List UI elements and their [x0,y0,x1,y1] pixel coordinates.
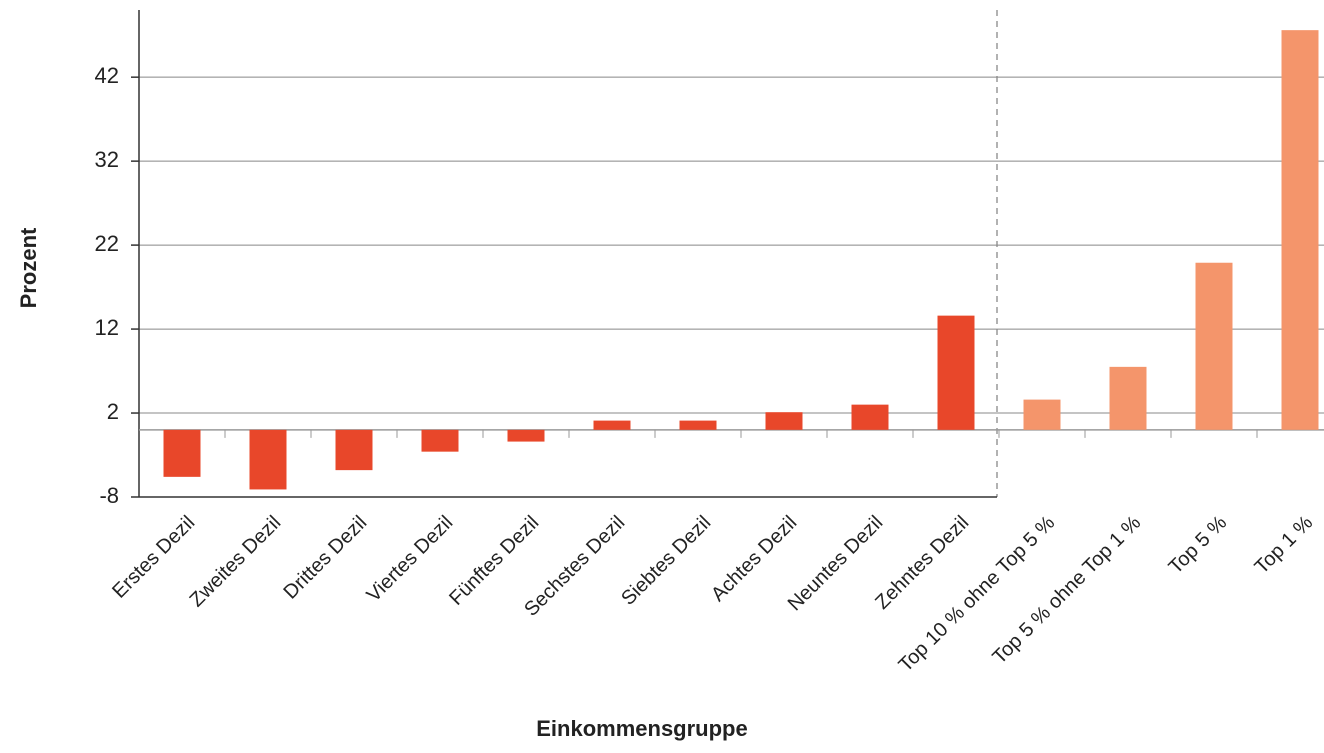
y-axis-title: Prozent [16,227,41,308]
y-tick-label: 2 [107,399,119,424]
y-tick-label: 22 [95,231,119,256]
x-tick-label: Top 5 % [1165,512,1232,579]
bar [1109,366,1147,430]
x-tick-label: Erstes Dezil [108,512,199,603]
y-tick-label: 12 [95,315,119,340]
x-tick-label: Top 1 % [1251,512,1318,579]
bar [1023,399,1061,430]
bar [593,420,631,430]
bar [507,429,545,442]
bar [249,429,287,490]
bar [335,429,373,471]
bar [679,420,717,430]
x-tick-label: Viertes Dezil [363,512,458,607]
bar [421,429,459,452]
x-tick-label: Zweites Dezil [186,512,286,612]
x-tick-label: Drittes Dezil [279,512,371,604]
y-tick-label: 42 [95,63,119,88]
bar [851,404,889,430]
x-axis-title: Einkommensgruppe [536,716,747,741]
bar [163,429,201,477]
x-tick-label: Achtes Dezil [707,512,801,606]
x-tick-label: Fünftes Dezil [445,512,543,610]
bar [1281,30,1319,430]
bar [937,315,975,430]
bar [765,412,803,430]
x-tick-label: Top 5 % ohne Top 1 % [988,512,1145,669]
bar [1195,262,1233,430]
x-tick-label: Siebtes Dezil [617,512,715,610]
y-tick-label: -8 [99,483,119,508]
x-tick-label: Top 10 % ohne Top 5 % [895,512,1060,677]
y-tick-label: 32 [95,147,119,172]
